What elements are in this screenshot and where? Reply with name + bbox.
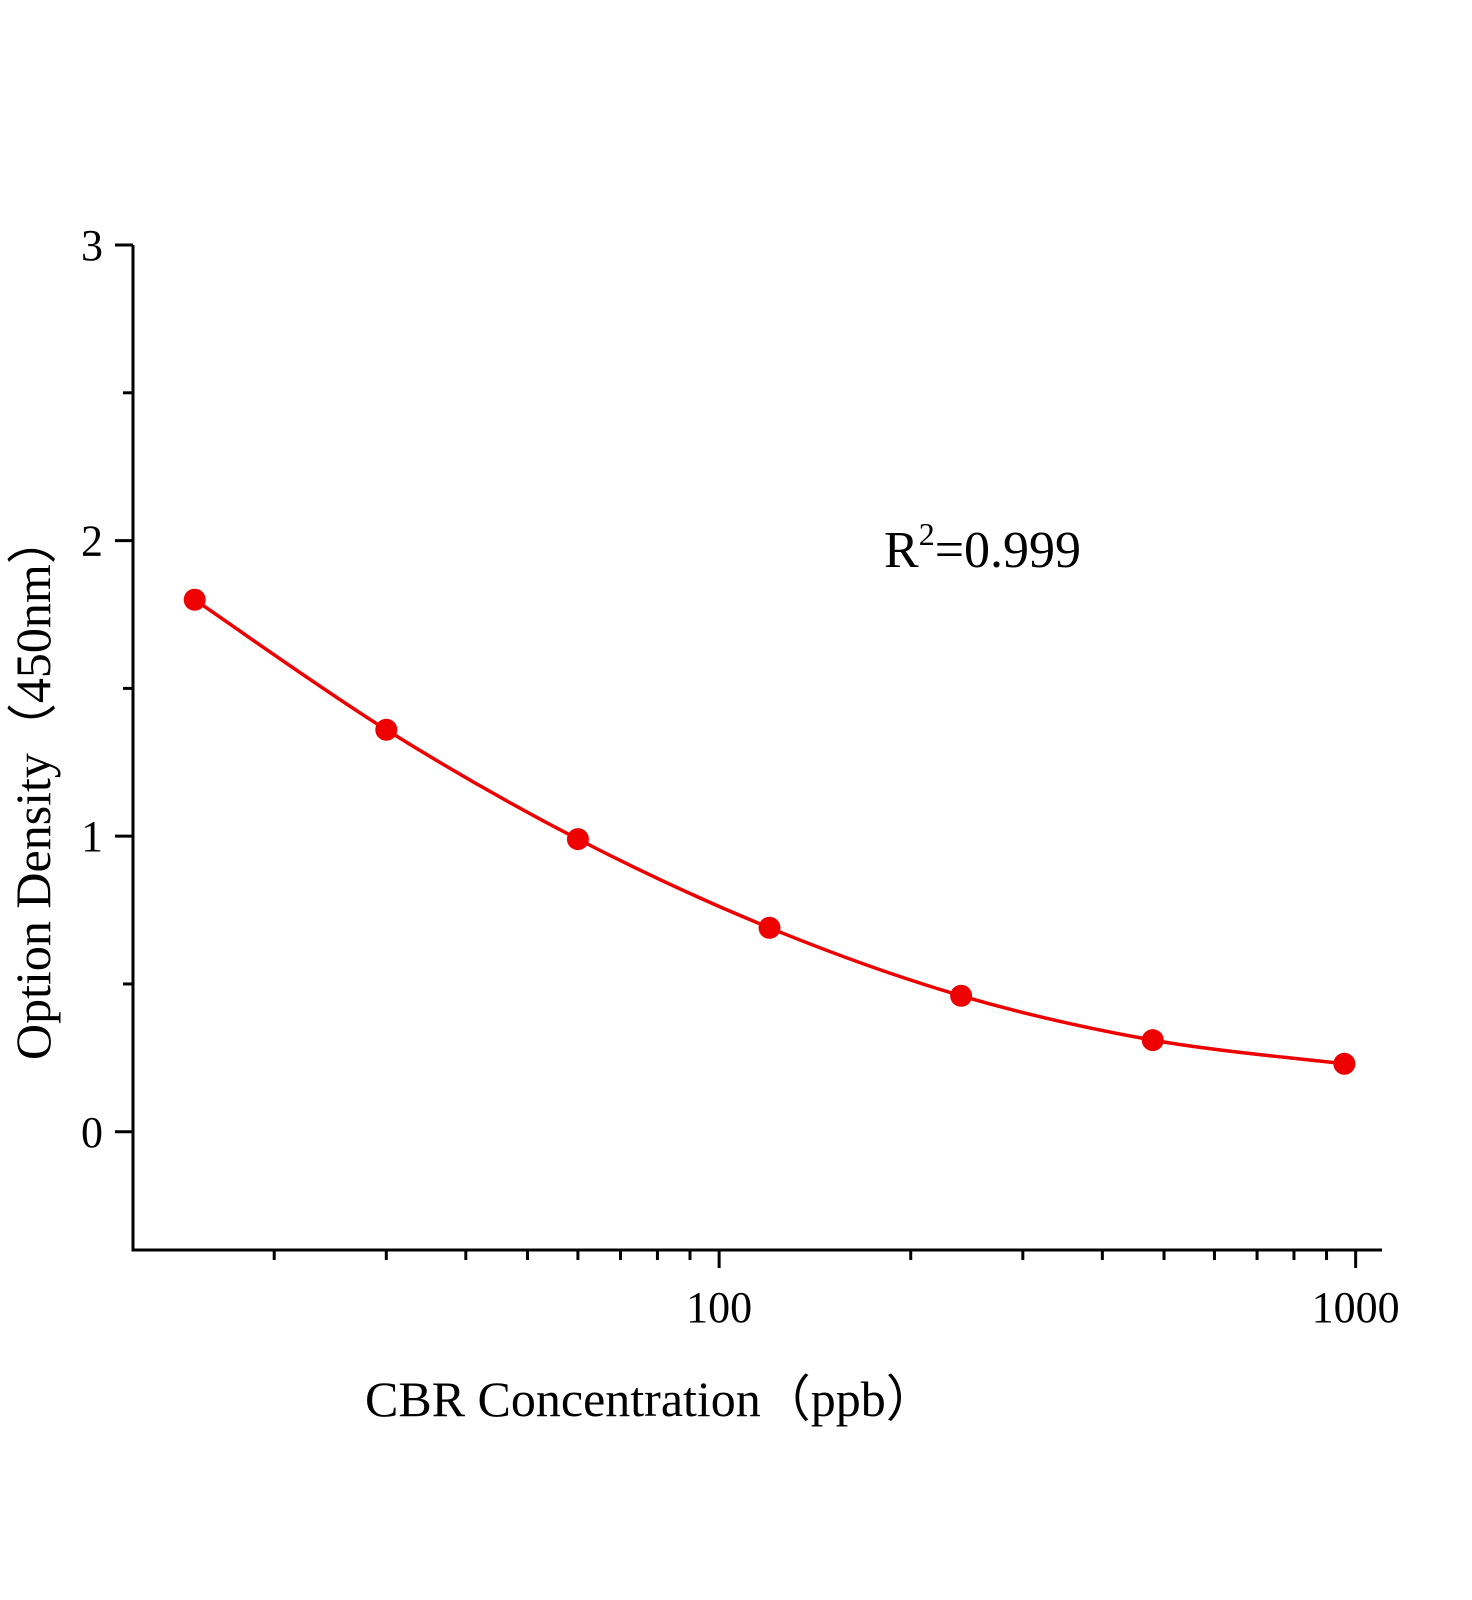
x-axis-title: CBR Concentration（ppb）: [365, 1371, 936, 1427]
data-point: [758, 916, 781, 939]
r-squared-sup: 2: [919, 516, 935, 552]
fit-curve: [193, 598, 1345, 1066]
series: [183, 588, 1356, 1075]
x-tick-label: 1000: [1312, 1283, 1400, 1332]
data-point: [950, 984, 973, 1007]
data-point: [1333, 1052, 1356, 1075]
y-tick-label: 2: [81, 517, 103, 566]
x-tick-label: 100: [686, 1283, 752, 1332]
data-point: [1141, 1029, 1164, 1052]
y-tick-label: 1: [81, 812, 103, 861]
r-squared-base: R: [884, 522, 919, 579]
r-squared-value: =0.999: [935, 522, 1081, 579]
data-point: [375, 718, 398, 741]
y-tick-label: 3: [81, 221, 103, 270]
y-axis-title: Option Density（450nm）: [5, 514, 61, 1060]
axes: [131, 245, 1382, 1252]
r-squared-annotation: R2=0.999: [884, 516, 1081, 579]
data-point: [566, 828, 589, 851]
y-tick-label: 0: [81, 1108, 103, 1157]
data-point: [183, 588, 206, 611]
ticks: 0 1 2 3 100 1000: [81, 221, 1400, 1332]
